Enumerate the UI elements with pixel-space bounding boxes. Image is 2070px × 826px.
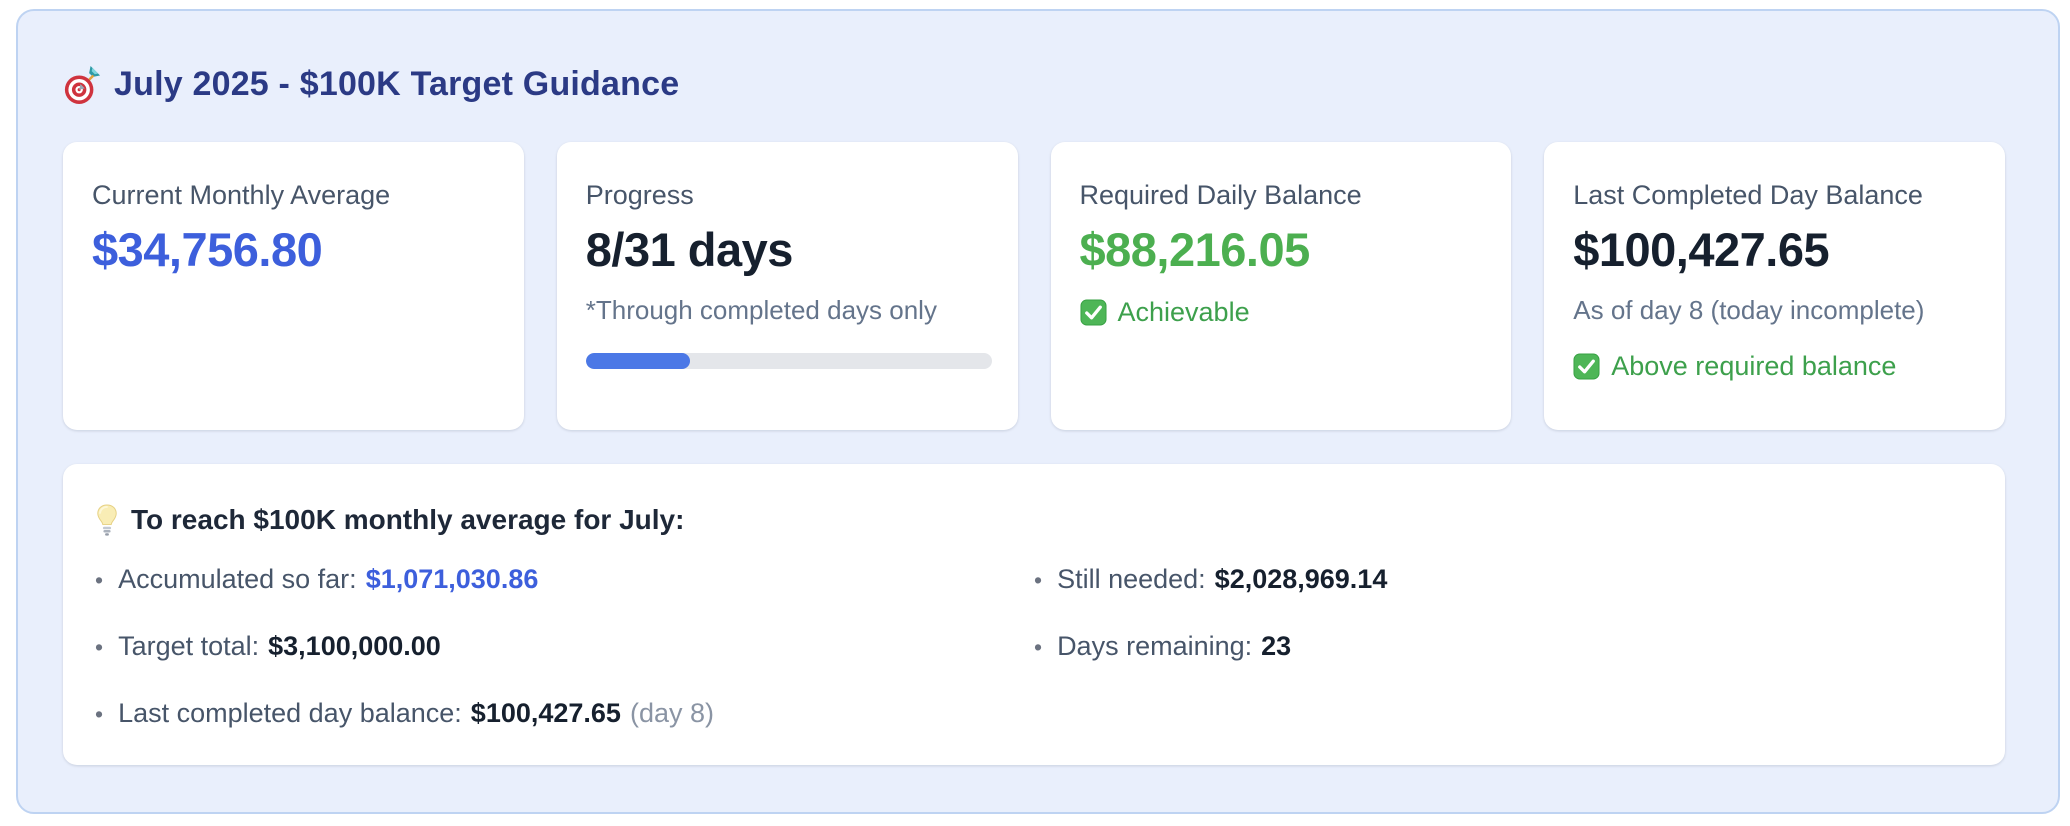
item-value: $3,100,000.00	[268, 631, 441, 661]
status-row: Achievable	[1079, 295, 1486, 329]
check-icon	[1573, 352, 1600, 380]
card-label: Progress	[585, 180, 694, 210]
item-value: 23	[1261, 631, 1292, 661]
target-icon	[64, 65, 101, 104]
item-label: Target total:	[118, 631, 260, 661]
item-suffix: (day 8)	[629, 698, 714, 728]
item-value: $1,071,030.86	[365, 564, 539, 594]
card-required-daily-balance: Required Daily Balance $88,216.05 Achiev…	[1050, 142, 1512, 430]
item-label: Days remaining:	[1057, 631, 1253, 661]
card-last-completed-day-balance: Last Completed Day Balance $100,427.65 A…	[1544, 142, 2005, 430]
item-value: $100,427.65	[470, 698, 621, 728]
header: July 2025 - $100K Target Guidance	[63, 63, 2005, 105]
guidance-item-last-completed: • Last completed day balance: $100,427.6…	[95, 696, 1034, 731]
bullet: •	[95, 634, 104, 660]
card-value: $34,756.80	[92, 223, 323, 276]
guidance-grid: • Accumulated so far: $1,071,030.86 • Ta…	[95, 562, 1973, 731]
guidance-left-column: • Accumulated so far: $1,071,030.86 • Ta…	[95, 562, 1034, 731]
bullet: •	[95, 567, 104, 593]
card-label: Last Completed Day Balance	[1573, 180, 1923, 210]
card-value: 8/31 days	[585, 223, 794, 276]
card-progress: Progress 8/31 days *Through completed da…	[556, 142, 1018, 430]
guidance-title: To reach $100K monthly average for July:	[131, 504, 685, 535]
item-label: Still needed:	[1057, 564, 1206, 594]
bullet: •	[95, 701, 104, 727]
item-label: Last completed day balance:	[118, 698, 462, 728]
guidance-item-target-total: • Target total: $3,100,000.00	[95, 629, 1034, 664]
status-text: Above required balance	[1611, 351, 1897, 381]
target-guidance-panel: July 2025 - $100K Target Guidance Curren…	[16, 9, 2060, 814]
card-current-monthly-average: Current Monthly Average $34,756.80	[63, 142, 524, 430]
guidance-panel: To reach $100K monthly average for July:…	[63, 464, 2005, 765]
guidance-title-row: To reach $100K monthly average for July:	[95, 502, 1973, 538]
item-value: $2,028,969.14	[1214, 564, 1388, 594]
item-label: Accumulated so far:	[118, 564, 357, 594]
progress-bar-fill	[585, 353, 691, 369]
guidance-item-still-needed: • Still needed: $2,028,969.14	[1034, 562, 1973, 597]
page-title: July 2025 - $100K Target Guidance	[114, 65, 680, 103]
card-value: $100,427.65	[1573, 223, 1830, 276]
card-note: As of day 8 (today incomplete)	[1573, 295, 1925, 325]
progress-bar-track	[585, 353, 992, 369]
summary-cards: Current Monthly Average $34,756.80 Progr…	[63, 142, 2005, 430]
card-label: Required Daily Balance	[1079, 180, 1362, 210]
status-text: Achievable	[1117, 297, 1250, 327]
lightbulb-icon	[97, 503, 117, 536]
card-value: $88,216.05	[1079, 223, 1311, 276]
bullet: •	[1034, 567, 1043, 593]
card-note: *Through completed days only	[585, 295, 937, 325]
bullet: •	[1034, 634, 1043, 660]
check-icon	[1079, 298, 1107, 326]
status-row: Above required balance	[1573, 349, 1979, 383]
card-label: Current Monthly Average	[92, 180, 391, 210]
guidance-item-days-remaining: • Days remaining: 23	[1034, 629, 1973, 664]
panel-content: July 2025 - $100K Target Guidance Curren…	[63, 63, 2005, 765]
guidance-right-column: • Still needed: $2,028,969.14 • Days rem…	[1034, 562, 1973, 731]
guidance-item-accumulated: • Accumulated so far: $1,071,030.86	[95, 562, 1034, 597]
